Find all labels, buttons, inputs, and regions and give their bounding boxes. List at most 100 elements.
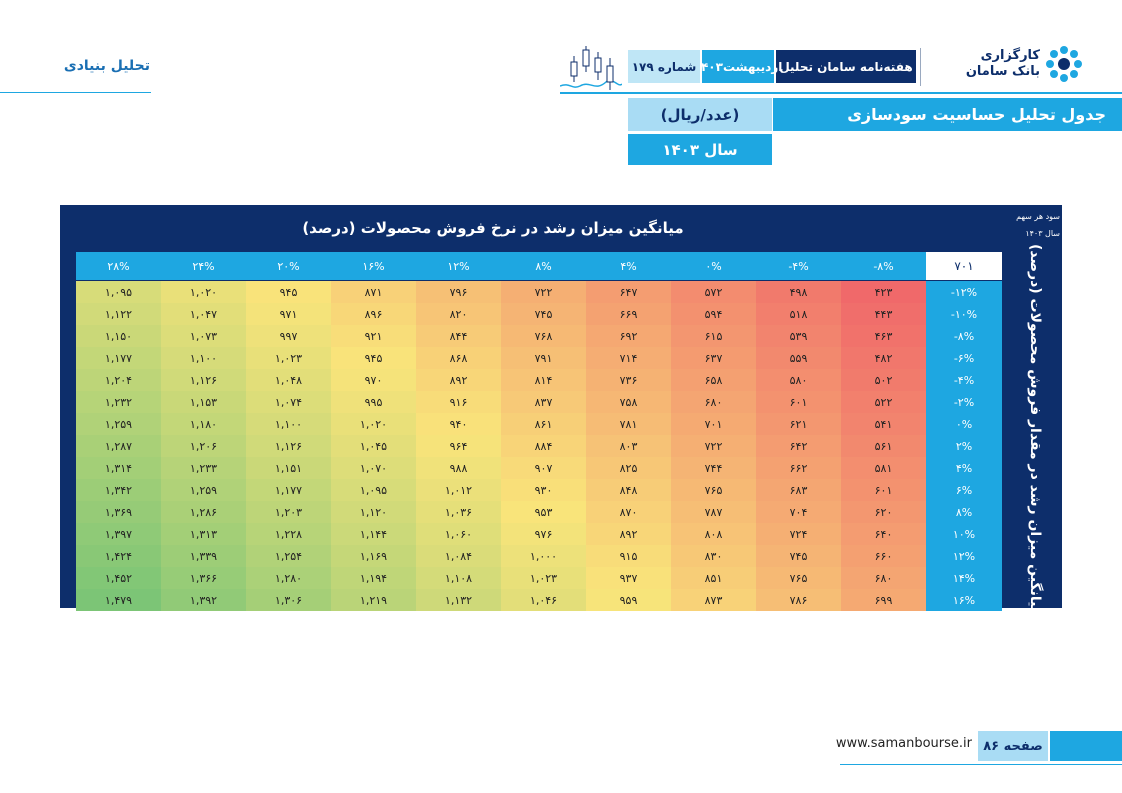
table-cell: ۷۸۷: [671, 501, 756, 523]
date-badge: اردیبهشت۱۴۰۳: [694, 50, 782, 83]
table-cell: ۸۳۰: [671, 545, 756, 567]
table-cell: ۱,۱۲۲: [76, 303, 161, 325]
table-cell: ۹۰۷: [501, 457, 586, 479]
brand-name: کارگزاری بانک سامان: [960, 48, 1040, 80]
table-cell: ۵۴۱: [841, 413, 926, 435]
table-cell: ۸۵۱: [671, 567, 756, 589]
table-cell: ۷۲۲: [501, 281, 586, 303]
footer-line: [840, 764, 1122, 765]
table-cell: ۶۹۲: [586, 325, 671, 347]
table-cell: ۹۱۵: [586, 545, 671, 567]
table-cell: ۱,۳۰۶: [246, 589, 331, 611]
table-cell: ۸۴۸: [586, 479, 671, 501]
row-header: -۱۲%: [926, 281, 1002, 303]
column-header: ۰%: [671, 252, 756, 280]
table-cell: ۶۹۹: [841, 589, 926, 611]
table-cell: ۵۳۹: [756, 325, 841, 347]
website-url: www.samanbourse.ir: [835, 736, 972, 751]
table-cell: ۷۲۲: [671, 435, 756, 457]
candlestick-icon: [559, 42, 623, 96]
row-header: -۴%: [926, 369, 1002, 391]
table-cell: ۶۸۰: [671, 391, 756, 413]
table-cell: ۶۱۵: [671, 325, 756, 347]
table-cell: ۸۰۳: [586, 435, 671, 457]
table-cell: ۱,۱۳۲: [416, 589, 501, 611]
table-cell: ۱,۳۹۲: [161, 589, 246, 611]
table-cell: ۸۶۸: [416, 347, 501, 369]
table-cell: ۱,۱۰۰: [246, 413, 331, 435]
table-cell: ۷۰۱: [671, 413, 756, 435]
table-cell: ۹۲۱: [331, 325, 416, 347]
table-cell: ۸۶۱: [501, 413, 586, 435]
table-cell: ۹۴۰: [416, 413, 501, 435]
table-cell: ۹۶۴: [416, 435, 501, 457]
table-cell: ۹۷۶: [501, 523, 586, 545]
table-cell: ۹۹۷: [246, 325, 331, 347]
table-cell: ۵۶۱: [841, 435, 926, 457]
brand-line-1: کارگزاری: [980, 48, 1040, 63]
table-cell: ۶۶۰: [841, 545, 926, 567]
footer-accent: [1050, 731, 1122, 761]
table-cell: ۱,۲۵۹: [161, 479, 246, 501]
table-cell: ۶۲۰: [841, 501, 926, 523]
table-cell: ۹۷۱: [246, 303, 331, 325]
table-cell: ۷۴۵: [756, 545, 841, 567]
column-header: ۴%: [586, 252, 671, 280]
column-header: ۸%: [501, 252, 586, 280]
table-cell: ۱,۲۵۹: [76, 413, 161, 435]
table-cell: ۵۵۹: [756, 347, 841, 369]
table-cell: ۷۴۵: [501, 303, 586, 325]
table-cell: ۸۹۲: [586, 523, 671, 545]
table-cell: ۴۸۲: [841, 347, 926, 369]
row-header: ۱۶%: [926, 589, 1002, 611]
table-cell: ۷۸۶: [756, 589, 841, 611]
table-cell: ۱,۰۴۵: [331, 435, 416, 457]
table-cell: ۱,۰۲۳: [246, 347, 331, 369]
table-cell: ۱,۰۲۰: [161, 281, 246, 303]
row-axis-title: میانگین میزان رشد در مقدار فروش محصولات …: [1010, 244, 1060, 616]
table-cell: ۱,۰۲۳: [501, 567, 586, 589]
table-cell: ۱,۰۹۵: [331, 479, 416, 501]
table-cell: ۸۲۵: [586, 457, 671, 479]
page-number: صفحه ۸۶: [978, 731, 1048, 761]
table-cell: ۱,۲۳۲: [76, 391, 161, 413]
table-cell: ۵۲۲: [841, 391, 926, 413]
table-cell: ۱,۴۷۹: [76, 589, 161, 611]
table-cell: ۱,۰۲۰: [331, 413, 416, 435]
table-cell: ۹۵۳: [501, 501, 586, 523]
table-cell: ۸۳۷: [501, 391, 586, 413]
year-label: سال ۱۴۰۳: [628, 134, 772, 165]
table-cell: ۶۶۹: [586, 303, 671, 325]
table-cell: ۸۷۱: [331, 281, 416, 303]
row-header: ۱۴%: [926, 567, 1002, 589]
table-cell: ۷۶۸: [501, 325, 586, 347]
table-cell: ۷۳۶: [586, 369, 671, 391]
column-header: ۲۸%: [76, 252, 161, 280]
table-cell: ۱,۱۵۳: [161, 391, 246, 413]
table-cell: ۱,۰۳۶: [416, 501, 501, 523]
table-cell: ۵۹۴: [671, 303, 756, 325]
table-cell: ۸۸۴: [501, 435, 586, 457]
table-cell: ۸۷۰: [586, 501, 671, 523]
row-header: -۲%: [926, 391, 1002, 413]
table-cell: ۵۸۱: [841, 457, 926, 479]
issue-badge: شماره ۱۷۹: [628, 50, 700, 83]
table-cell: ۱,۳۳۹: [161, 545, 246, 567]
table-cell: ۱,۳۴۲: [76, 479, 161, 501]
table-cell: ۱,۲۳۳: [161, 457, 246, 479]
table-cell: ۴۹۸: [756, 281, 841, 303]
table-cell: ۶۰۱: [841, 479, 926, 501]
table-cell: ۱,۱۶۹: [331, 545, 416, 567]
row-header: ۱۰%: [926, 523, 1002, 545]
column-header: -۴%: [756, 252, 841, 280]
table-cell: ۹۴۵: [246, 281, 331, 303]
table-cell: ۸۰۸: [671, 523, 756, 545]
column-header: ۲۴%: [161, 252, 246, 280]
row-header: ۶%: [926, 479, 1002, 501]
section-label: تحلیل بنیادی: [63, 58, 150, 74]
row-header: -۶%: [926, 347, 1002, 369]
table-cell: ۸۲۰: [416, 303, 501, 325]
base-eps-cell: ۷۰۱: [926, 252, 1002, 280]
table-cell: ۹۸۸: [416, 457, 501, 479]
column-header: -۸%: [841, 252, 926, 280]
